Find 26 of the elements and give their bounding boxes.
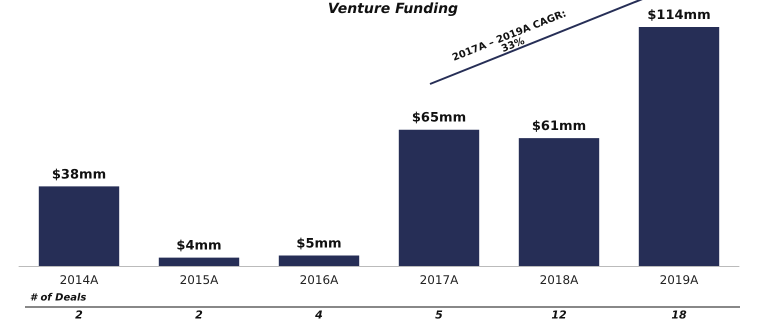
x-tick-label: 2014A [60, 273, 100, 287]
data-label: $4mm [176, 238, 222, 254]
chart-title: Venture Funding [328, 1, 458, 17]
bar [38, 186, 120, 266]
text: 5 [435, 308, 444, 322]
text: # of Deals [30, 292, 86, 304]
text: 2 [195, 308, 204, 322]
bar [638, 27, 720, 266]
text: 4 [314, 308, 323, 322]
x-tick-label: 2017A [420, 273, 460, 287]
bar [278, 256, 360, 266]
x-tick-label: 2018A [540, 273, 580, 287]
bar [398, 130, 480, 266]
bar [158, 258, 240, 266]
data-label: $61mm [532, 119, 586, 134]
data-label: $5mm [296, 236, 342, 252]
text: 12 [551, 308, 567, 322]
data-label: $38mm [52, 167, 106, 182]
data-label: $114mm [647, 8, 711, 23]
x-tick-label: 2019A [660, 273, 700, 287]
data-label: $65mm [412, 110, 466, 126]
x-tick-label: 2015A [180, 273, 220, 287]
bar [518, 138, 600, 266]
text: 2 [75, 308, 84, 322]
x-tick-label: 2016A [300, 273, 340, 287]
text: 18 [671, 308, 687, 322]
